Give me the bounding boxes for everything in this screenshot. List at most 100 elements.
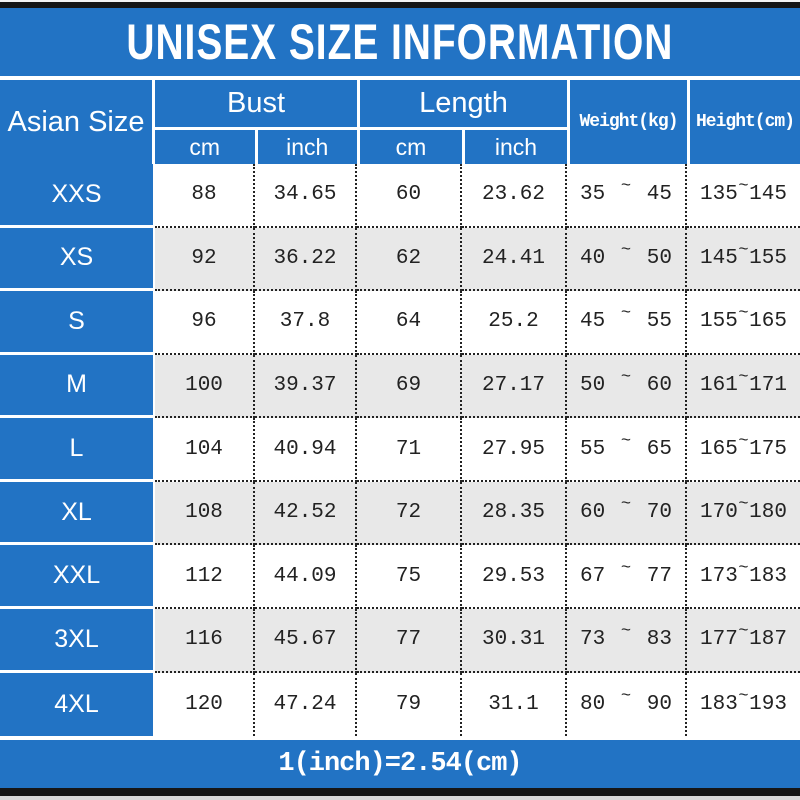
tilde-symbol: ~ bbox=[620, 177, 632, 197]
height-range: 177 ~187 bbox=[687, 608, 800, 673]
weight-range: 67 ~77 bbox=[567, 545, 687, 609]
height-range: 170 ~180 bbox=[687, 481, 800, 546]
table-body: XXS 88 34.65 60 23.62 35 ~45 135 ~145 XS 92 36.22 62… bbox=[0, 164, 800, 737]
height-range: 155 ~165 bbox=[687, 291, 800, 355]
tilde-symbol: ~ bbox=[738, 177, 749, 197]
tilde-symbol: ~ bbox=[620, 558, 632, 578]
conversion-note: 1(inch)=2.54(cm) bbox=[278, 749, 522, 779]
length-inch-value: 31.1 bbox=[462, 672, 567, 737]
length-cm-value: 72 bbox=[357, 481, 462, 546]
length-cm-value: 71 bbox=[357, 418, 462, 482]
tilde-symbol: ~ bbox=[738, 686, 749, 706]
bust-cm-value: 92 bbox=[155, 227, 255, 292]
header-length-cm: cm bbox=[395, 133, 427, 160]
table-row: S 96 37.8 64 25.2 45 ~55 155 ~165 bbox=[0, 291, 800, 355]
bust-cm-value: 108 bbox=[155, 481, 255, 546]
bust-cm-value: 96 bbox=[155, 291, 255, 355]
weight-range: 73 ~83 bbox=[567, 608, 687, 673]
size-label: XL bbox=[0, 481, 155, 546]
length-inch-value: 27.17 bbox=[462, 354, 567, 419]
table-row: XXL 112 44.09 75 29.53 67 ~77 173 ~183 bbox=[0, 545, 800, 609]
conversion-note-banner: 1(inch)=2.54(cm) bbox=[0, 740, 800, 788]
tilde-symbol: ~ bbox=[620, 495, 632, 515]
table-row: 3XL 116 45.67 77 30.31 73 ~83 177 ~187 bbox=[0, 608, 800, 673]
header-length-label: Length bbox=[360, 80, 567, 130]
top-black-bar bbox=[0, 2, 800, 8]
weight-range: 55 ~65 bbox=[567, 418, 687, 482]
height-range: 161 ~171 bbox=[687, 354, 800, 419]
size-label: 3XL bbox=[0, 608, 155, 673]
bust-inch-value: 44.09 bbox=[255, 545, 357, 609]
size-label: XS bbox=[0, 227, 155, 292]
length-cm-value: 62 bbox=[357, 227, 462, 292]
header-group-length: Length cm inch bbox=[357, 80, 567, 164]
bust-cm-value: 104 bbox=[155, 418, 255, 482]
size-label: XXL bbox=[0, 545, 155, 609]
size-label: 4XL bbox=[0, 672, 155, 737]
length-inch-value: 28.35 bbox=[462, 481, 567, 546]
bust-inch-value: 47.24 bbox=[255, 672, 357, 737]
chart-title-banner: UNISEX SIZE INFORMATION bbox=[0, 8, 800, 76]
weight-range: 60 ~70 bbox=[567, 481, 687, 546]
top-white-sliver bbox=[0, 0, 800, 2]
length-cm-value: 77 bbox=[357, 608, 462, 673]
bust-inch-value: 40.94 bbox=[255, 418, 357, 482]
bust-inch-value: 39.37 bbox=[255, 354, 357, 419]
header-weight: Weight(kg) bbox=[567, 80, 687, 164]
tilde-symbol: ~ bbox=[738, 558, 749, 578]
tilde-symbol: ~ bbox=[620, 240, 632, 260]
bust-cm-value: 100 bbox=[155, 354, 255, 419]
weight-range: 40 ~50 bbox=[567, 227, 687, 292]
length-cm-value: 69 bbox=[357, 354, 462, 419]
weight-range: 50 ~60 bbox=[567, 354, 687, 419]
header-bust-cm: cm bbox=[189, 133, 221, 160]
length-cm-value: 60 bbox=[357, 164, 462, 228]
size-label: S bbox=[0, 291, 155, 355]
bust-inch-value: 37.8 bbox=[255, 291, 357, 355]
header-length-inch: inch bbox=[462, 130, 567, 164]
bottom-sliver bbox=[0, 796, 800, 800]
weight-range: 45 ~55 bbox=[567, 291, 687, 355]
height-range: 135 ~145 bbox=[687, 164, 800, 228]
tilde-symbol: ~ bbox=[620, 367, 632, 387]
bust-cm-value: 112 bbox=[155, 545, 255, 609]
tilde-symbol: ~ bbox=[738, 431, 749, 451]
table-row: 4XL 120 47.24 79 31.1 80 ~90 183 ~193 bbox=[0, 672, 800, 737]
length-inch-value: 27.95 bbox=[462, 418, 567, 482]
tilde-symbol: ~ bbox=[738, 240, 749, 260]
chart-title: UNISEX SIZE INFORMATION bbox=[126, 13, 674, 70]
length-inch-value: 30.31 bbox=[462, 608, 567, 673]
length-inch-value: 23.62 bbox=[462, 164, 567, 228]
tilde-symbol: ~ bbox=[738, 304, 749, 324]
size-label: XXS bbox=[0, 164, 155, 228]
table-row: XL 108 42.52 72 28.35 60 ~70 170 ~180 bbox=[0, 481, 800, 546]
length-inch-value: 24.41 bbox=[462, 227, 567, 292]
bust-inch-value: 36.22 bbox=[255, 227, 357, 292]
length-cm-value: 75 bbox=[357, 545, 462, 609]
bust-inch-value: 34.65 bbox=[255, 164, 357, 228]
header-asian-size: Asian Size bbox=[0, 80, 155, 164]
footer-gap bbox=[0, 736, 800, 740]
bust-inch-value: 45.67 bbox=[255, 608, 357, 673]
bust-cm-value: 88 bbox=[155, 164, 255, 228]
height-range: 173 ~183 bbox=[687, 545, 800, 609]
tilde-symbol: ~ bbox=[620, 686, 632, 706]
height-range: 165 ~175 bbox=[687, 418, 800, 482]
title-divider bbox=[0, 76, 800, 80]
weight-range: 80 ~90 bbox=[567, 672, 687, 737]
height-range: 183 ~193 bbox=[687, 672, 800, 737]
table-row: XS 92 36.22 62 24.41 40 ~50 145 ~155 bbox=[0, 227, 800, 292]
tilde-symbol: ~ bbox=[620, 622, 632, 642]
height-range: 145 ~155 bbox=[687, 227, 800, 292]
tilde-symbol: ~ bbox=[738, 367, 749, 387]
length-cm-value: 64 bbox=[357, 291, 462, 355]
tilde-symbol: ~ bbox=[738, 495, 749, 515]
length-cm-value: 79 bbox=[357, 672, 462, 737]
header-bust-inch: inch bbox=[254, 130, 358, 164]
tilde-symbol: ~ bbox=[620, 304, 632, 324]
tilde-symbol: ~ bbox=[620, 431, 632, 451]
tilde-symbol: ~ bbox=[738, 622, 749, 642]
weight-range: 35 ~45 bbox=[567, 164, 687, 228]
bust-cm-value: 116 bbox=[155, 608, 255, 673]
